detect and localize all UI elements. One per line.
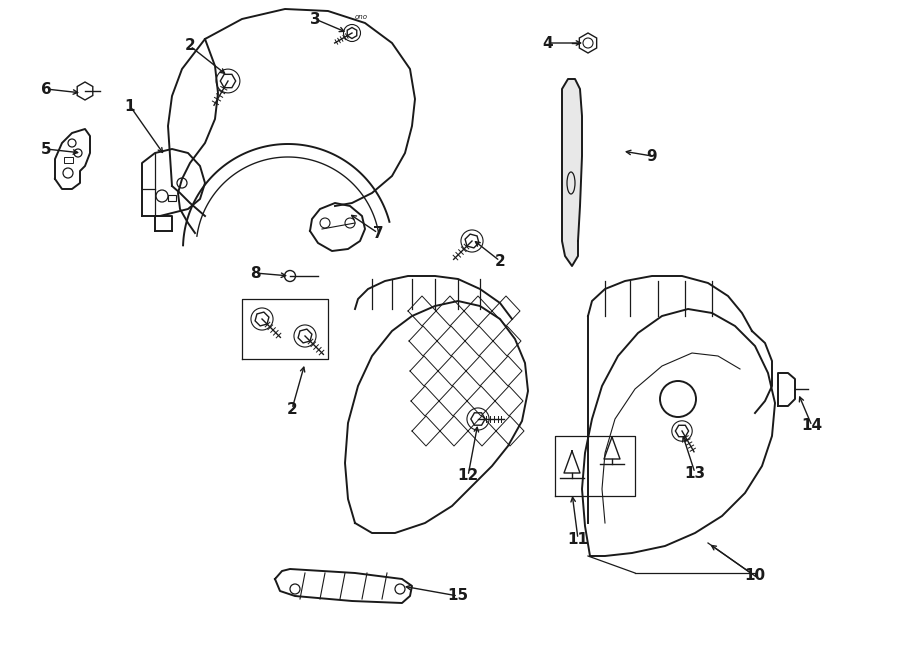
Text: 2: 2 xyxy=(286,401,297,416)
Text: 13: 13 xyxy=(684,465,706,481)
Text: ono: ono xyxy=(355,14,368,20)
Text: 2: 2 xyxy=(495,254,506,268)
Text: 3: 3 xyxy=(310,11,320,26)
Text: 1: 1 xyxy=(125,98,135,114)
Text: 11: 11 xyxy=(568,531,589,547)
Text: 14: 14 xyxy=(801,418,823,434)
Text: 10: 10 xyxy=(744,568,766,584)
Bar xyxy=(64,157,73,163)
Polygon shape xyxy=(562,79,582,266)
Text: 12: 12 xyxy=(457,469,479,483)
Text: 9: 9 xyxy=(647,149,657,163)
Text: 15: 15 xyxy=(447,588,469,603)
Text: 5: 5 xyxy=(40,141,51,157)
Bar xyxy=(168,195,176,201)
Text: 4: 4 xyxy=(543,36,553,50)
Text: 8: 8 xyxy=(249,266,260,280)
Text: 7: 7 xyxy=(373,225,383,241)
Text: 2: 2 xyxy=(184,38,195,54)
Text: 6: 6 xyxy=(40,81,51,97)
